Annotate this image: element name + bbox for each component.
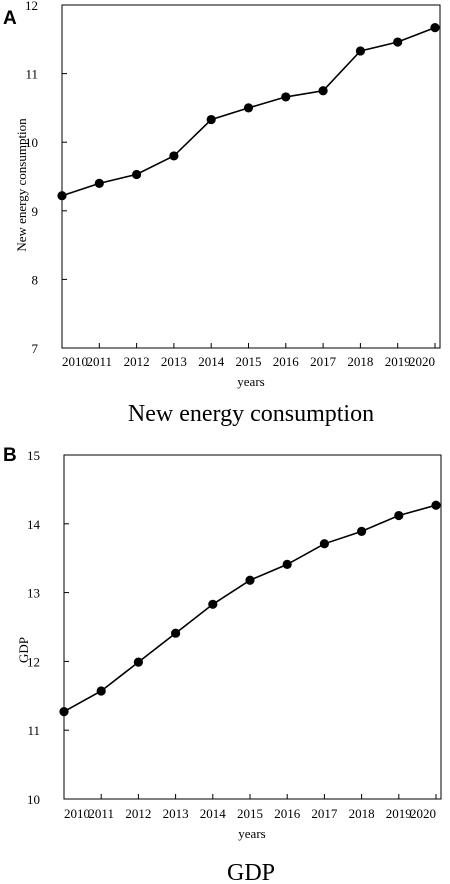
y-tick-label: 13 <box>27 586 40 601</box>
x-tick-label: 2018 <box>349 806 375 821</box>
data-point-b-2010 <box>59 707 69 717</box>
x-tick-label: 2014 <box>200 806 227 821</box>
x-tick-label: 2015 <box>236 354 262 369</box>
y-tick-label: 9 <box>32 204 39 219</box>
data-point-b-2020 <box>431 500 441 510</box>
x-tick-label: 2010 <box>62 354 88 369</box>
x-tick-label: 2016 <box>273 354 300 369</box>
data-point-a-2020 <box>430 23 440 33</box>
data-point-b-2012 <box>133 657 143 667</box>
x-tick-label: 2010 <box>64 806 90 821</box>
y-tick-label: 7 <box>32 341 39 356</box>
x-tick-label: 2014 <box>198 354 225 369</box>
x-tick-label: 2015 <box>237 806 263 821</box>
y-axis-label-b: GDP <box>16 637 31 663</box>
data-point-a-2018 <box>355 46 365 56</box>
x-tick-label: 2017 <box>310 354 337 369</box>
data-point-a-2013 <box>169 151 179 161</box>
x-tick-label: 2019 <box>386 806 412 821</box>
series-line-b <box>63 504 437 713</box>
y-tick-label: 12 <box>27 654 40 669</box>
data-point-a-2012 <box>132 169 142 180</box>
data-point-a-2016 <box>281 92 291 102</box>
x-axis-label-b: years <box>238 826 265 841</box>
data-point-b-2019 <box>394 510 404 521</box>
data-point-a-2010 <box>57 191 67 201</box>
x-axis-label-a: years <box>237 374 264 389</box>
x-tick-label: 2018 <box>347 354 373 369</box>
y-tick-label: 10 <box>27 792 40 807</box>
panel-label-a: A <box>3 8 17 29</box>
plot-frame-b <box>63 454 442 800</box>
data-point-b-2018 <box>357 526 367 536</box>
x-tick-label: 2020 <box>409 354 435 369</box>
y-tick-label: 8 <box>32 272 39 287</box>
y-tick-label: 11 <box>25 67 38 82</box>
data-point-b-2011 <box>96 686 106 696</box>
x-tick-label: 2016 <box>274 806 301 821</box>
panel-label-b: B <box>3 445 17 466</box>
x-tick-label: 2012 <box>124 354 150 369</box>
x-tick-label: 2011 <box>87 354 113 369</box>
data-point-a-2015 <box>243 103 254 113</box>
x-tick-label: 2011 <box>88 806 114 821</box>
y-tick-label: 12 <box>25 0 38 13</box>
x-tick-label: 2020 <box>410 806 436 821</box>
x-tick-label: 2017 <box>311 806 338 821</box>
data-point-b-2013 <box>171 628 181 638</box>
y-tick-label: 11 <box>27 723 40 738</box>
data-point-b-2015 <box>245 575 255 585</box>
series-markers-a <box>57 23 440 201</box>
data-point-a-2019 <box>393 37 403 47</box>
data-point-a-2017 <box>318 86 328 96</box>
y-tick-label: 15 <box>27 448 40 463</box>
y-axis-a: 7 8 9 10 11 12 <box>25 0 67 356</box>
x-tick-label: 2013 <box>163 806 189 821</box>
x-tick-label: 2013 <box>161 354 187 369</box>
data-point-b-2016 <box>282 559 292 569</box>
x-tick-label: 2012 <box>125 806 151 821</box>
plot-frame-a <box>61 4 441 349</box>
data-point-b-2017 <box>319 539 329 549</box>
data-point-b-2014 <box>208 599 218 609</box>
series-markers-b <box>59 500 441 717</box>
data-point-a-2014 <box>206 114 216 125</box>
y-tick-label: 10 <box>25 135 38 150</box>
x-tick-label: 2019 <box>385 354 411 369</box>
y-axis-b: 10 11 12 13 14 15 <box>27 448 69 807</box>
data-point-a-2011 <box>94 178 104 188</box>
y-axis-label-a: New energy consumption <box>14 118 29 252</box>
chart-caption-b: GDP <box>227 860 275 884</box>
chart-caption-a: New energy consumption <box>128 401 374 427</box>
y-tick-label: 14 <box>27 517 41 532</box>
